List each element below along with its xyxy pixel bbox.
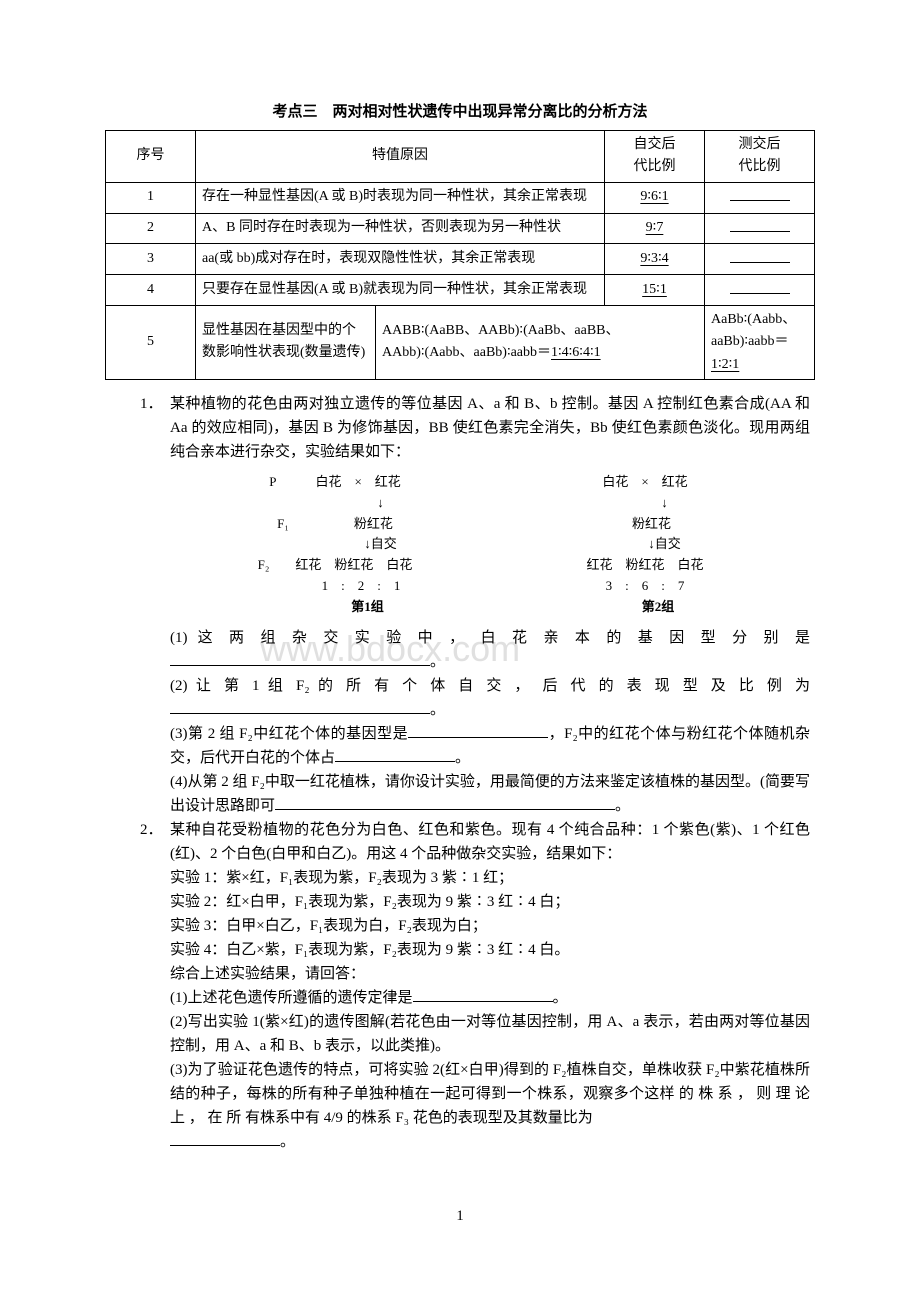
- self-ratio: 9∶3∶4: [640, 251, 668, 266]
- header-self: 自交后代比例: [605, 131, 705, 183]
- q2-stem: 某种自花受粉植物的花色分为白色、红色和紫色。现有 4 个纯合品种：1 个紫色(紫…: [170, 818, 810, 866]
- row-num: 2: [106, 213, 196, 244]
- row-num: 5: [106, 305, 196, 379]
- self-ratio: 9∶7: [646, 220, 664, 235]
- row-num: 3: [106, 244, 196, 275]
- q2-sub1: (1)上述花色遗传所遵循的遗传定律是。: [170, 986, 810, 1010]
- q2-exp4: 实验 4：白乙×紫，F₁表现为紫，F₂表现为 9 紫∶3 红∶4 白。: [170, 938, 810, 962]
- row-reason: 存在一种显性基因(A 或 B)时表现为同一种性状，其余正常表现: [196, 182, 605, 213]
- row-reason: 显性基因在基因型中的个数影响性状表现(数量遗传): [196, 305, 376, 379]
- row-reason: A、B 同时存在时表现为一种性状，否则表现为另一种性状: [196, 213, 605, 244]
- self-ratio: 9∶6∶1: [640, 189, 668, 204]
- q1-stem: 某种植物的花色由两对独立遗传的等位基因 A、a 和 B、b 控制。基因 A 控制…: [170, 392, 810, 464]
- page-number: 1: [100, 1204, 820, 1228]
- header-num: 序号: [106, 131, 196, 183]
- q1-sub1: (1) 这 两 组 杂 交 实 验 中 ， 白 花 亲 本 的 基 因 型 分 …: [170, 626, 810, 650]
- q2-summary: 综合上述实验结果，请回答：: [170, 962, 810, 986]
- ratio-table: 序号 特值原因 自交后代比例 测交后代比例 1 存在一种显性基因(A 或 B)时…: [105, 130, 815, 380]
- q2-exp1: 实验 1：紫×红，F₁表现为紫，F₂表现为 3 紫∶1 红；: [170, 866, 810, 890]
- blank: [413, 987, 553, 1002]
- q2-exp3: 实验 3：白甲×白乙，F₁表现为白，F₂表现为白；: [170, 914, 810, 938]
- section-title: 考点三 两对相对性状遗传中出现异常分离比的分析方法: [100, 100, 820, 124]
- self-detail: AABB∶(AaBB、AABb)∶(AaBb、aaBB、AAbb)∶(Aabb、…: [376, 305, 705, 379]
- row-reason: aa(或 bb)成对存在时，表现双隐性性状，其余正常表现: [196, 244, 605, 275]
- test-blank: [705, 244, 815, 275]
- header-reason: 特值原因: [196, 131, 605, 183]
- blank: [170, 699, 430, 714]
- q2-sub2: (2)写出实验 1(紫×红)的遗传图解(若花色由一对等位基因控制，用 A、a 表…: [170, 1010, 810, 1058]
- blank: [275, 795, 615, 810]
- q1-number: 1．: [140, 392, 170, 818]
- q2-number: 2．: [140, 818, 170, 1154]
- q2-sub3: (3)为了验证花色遗传的特点，可将实验 2(红×白甲)得到的 F₂植株自交，单株…: [170, 1058, 810, 1130]
- row-num: 4: [106, 275, 196, 306]
- blank: [170, 1131, 280, 1146]
- q2-exp2: 实验 2：红×白甲，F₁表现为紫，F₂表现为 9 紫∶3 红∶4 白；: [170, 890, 810, 914]
- test-blank: [705, 275, 815, 306]
- q1-sub3: (3)第 2 组 F₂中红花个体的基因型是，F₂中的红花个体与粉红花个体随机杂交…: [170, 722, 810, 770]
- q1-sub4: (4)从第 2 组 F₂中取一红花植株，请你设计实验，用最简便的方法来鉴定该植株…: [170, 770, 810, 818]
- q1-sub2: (2) 让 第 1 组 F₂ 的 所 有 个 体 自 交 ， 后 代 的 表 现…: [170, 674, 810, 698]
- blank: [408, 723, 548, 738]
- self-ratio: 15∶1: [642, 282, 667, 297]
- row-num: 1: [106, 182, 196, 213]
- test-detail: AaBb∶(Aabb、aaBb)∶aabb＝1∶2∶1: [705, 305, 815, 379]
- blank: [335, 747, 455, 762]
- header-test: 测交后代比例: [705, 131, 815, 183]
- cross-diagram: P 白花 × 红花 白花 × 红花 ↓ ↓ F₁ 粉红花 粉红花 ↓自交 ↓自交: [170, 472, 810, 618]
- test-blank: [705, 182, 815, 213]
- blank: [170, 651, 430, 666]
- test-blank: [705, 213, 815, 244]
- row-reason: 只要存在显性基因(A 或 B)就表现为同一种性状，其余正常表现: [196, 275, 605, 306]
